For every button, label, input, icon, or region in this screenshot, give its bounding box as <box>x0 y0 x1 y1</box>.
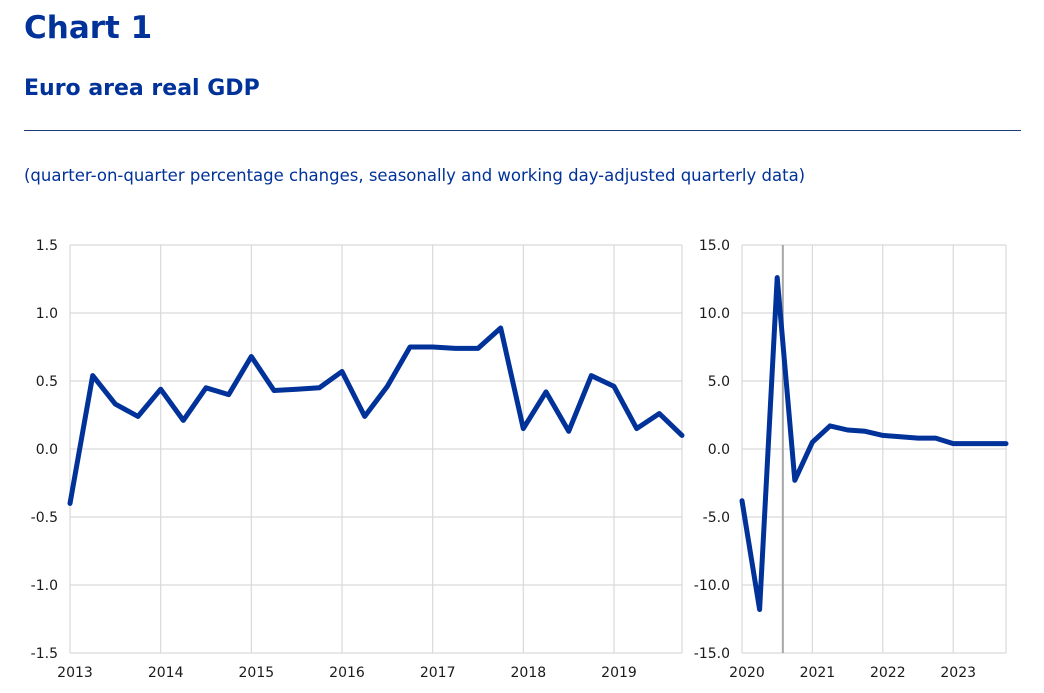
x-tick-label: 2015 <box>239 665 275 681</box>
y-tick-label: -1.5 <box>31 646 58 662</box>
y-tick-label: 1.5 <box>36 238 58 254</box>
y-tick-label: 10.0 <box>699 306 730 322</box>
chart-panel-left: 1.5 1.0 0.5 0.0 -0.5 -1.0 -1.5 2013 2014 2015 2016… <box>31 238 685 681</box>
chart-note: (quarter-on-quarter percentage changes, … <box>24 166 806 185</box>
series-line <box>67 325 685 506</box>
y-tick-label: 15.0 <box>699 238 730 254</box>
x-tick-label: 2021 <box>800 665 836 681</box>
x-tick-label: 2022 <box>870 665 906 681</box>
chart-subtitle: Euro area real GDP <box>24 76 260 101</box>
series-line <box>739 275 1009 612</box>
x-tick-label: 2019 <box>601 665 637 681</box>
y-tick-label: 0.0 <box>708 442 730 458</box>
x-tick-label: 2016 <box>329 665 365 681</box>
x-tick-label: 2017 <box>420 665 456 681</box>
x-tick-label: 2020 <box>729 665 765 681</box>
y-tick-label: -0.5 <box>31 510 58 526</box>
y-tick-label: -10.0 <box>694 578 730 594</box>
x-tick-label: 2018 <box>511 665 547 681</box>
title-divider <box>24 130 1021 131</box>
x-tick-label: 2014 <box>148 665 184 681</box>
y-tick-label: 1.0 <box>36 306 58 322</box>
y-tick-label: -1.0 <box>31 578 58 594</box>
x-tick-label: 2023 <box>940 665 976 681</box>
chart-panel-right: 15.0 10.0 5.0 0.0 -5.0 -10.0 -15.0 2020 2021 2022… <box>694 238 1009 681</box>
y-tick-label: 0.5 <box>36 374 58 390</box>
x-tick-label: 2013 <box>57 665 93 681</box>
y-tick-label: -15.0 <box>694 646 730 662</box>
page-title: Chart 1 <box>24 10 153 46</box>
y-tick-label: 0.0 <box>36 442 58 458</box>
y-tick-label: -5.0 <box>703 510 730 526</box>
y-tick-label: 5.0 <box>708 374 730 390</box>
